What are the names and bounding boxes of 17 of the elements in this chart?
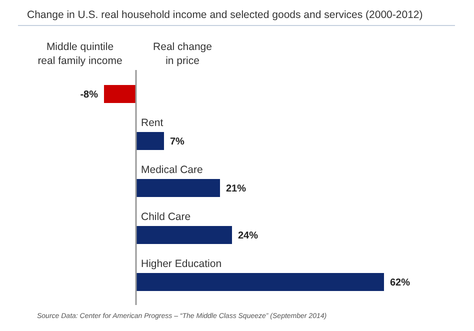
data-label: 21% [226,184,246,194]
bar [104,85,136,103]
bar [136,132,164,150]
bar [136,226,232,244]
data-label: -8% [80,90,98,100]
text: Middle quintile real family income [36,40,124,68]
y-tick-label: Rent [141,117,164,129]
bar [136,179,220,197]
data-label: 24% [238,230,258,242]
y-tick-label: Higher Education [141,258,222,270]
chart-title: Change in U.S. real household income and selected goods and services (2000-2012) [27,9,423,21]
data-label: 62% [390,278,410,288]
text: Real change in price [152,40,213,68]
bar [136,273,384,291]
data-label: 7% [170,136,185,148]
y-tick-label: Child Care [141,211,191,223]
y-tick-label: Medical Care [141,164,204,176]
